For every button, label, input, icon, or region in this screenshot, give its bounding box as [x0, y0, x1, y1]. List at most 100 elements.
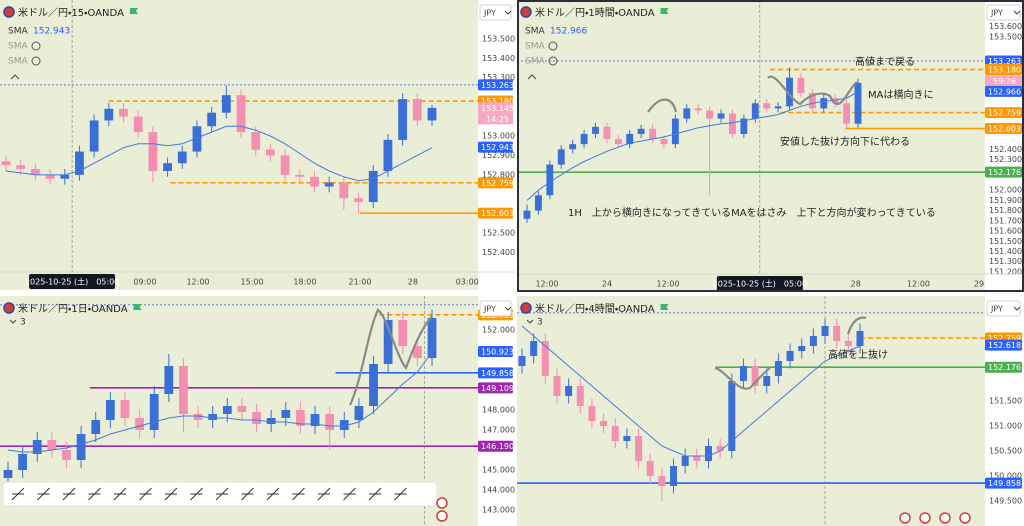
candle-body	[831, 98, 839, 104]
price-tag	[478, 440, 513, 452]
countdown-label: 14:25	[486, 115, 509, 124]
candle-body	[339, 420, 349, 430]
price-tag	[985, 75, 1022, 87]
candle-body	[649, 128, 656, 140]
drawing-sketch	[349, 308, 433, 406]
visibility-toggle[interactable]	[548, 41, 558, 51]
candle-body	[660, 139, 668, 145]
currency-button[interactable]	[479, 4, 512, 21]
candle-body	[119, 108, 128, 117]
candle-body	[717, 113, 725, 119]
candle-body	[369, 364, 378, 406]
y-tick-label: 151.000	[989, 422, 1022, 431]
candle-body	[383, 139, 393, 171]
candle-body	[576, 386, 584, 406]
annotation: 高値を上抜け	[828, 348, 888, 361]
currency-button[interactable]	[986, 300, 1021, 317]
candle-body	[177, 151, 187, 164]
candle-body	[266, 149, 275, 156]
annotation: MAは横向きに	[868, 88, 933, 101]
toolbar-icon[interactable]	[113, 487, 127, 501]
collapse-caret[interactable]	[10, 74, 20, 80]
price-tag	[985, 477, 1022, 489]
y-tick-label: 151.500	[989, 397, 1022, 406]
chart-panel: 151.500 151.000 150.500 150.000 149.500 152.7…	[517, 296, 1024, 526]
y-tick-label: 151.200	[989, 267, 1022, 276]
candle-body	[148, 132, 158, 171]
candle-body	[3, 470, 13, 478]
indicator-value: 152.943	[33, 27, 70, 37]
price-axis-background	[985, 296, 1024, 526]
price-tag-label: 153.263	[481, 81, 514, 90]
candle-body	[611, 426, 619, 441]
indicator-name: SMA	[525, 42, 545, 52]
candle-body	[658, 476, 666, 486]
toolbar-icon[interactable]	[241, 487, 254, 501]
candle-body	[398, 99, 408, 140]
toolbar-icon[interactable]	[317, 487, 331, 501]
visibility-toggle[interactable]	[31, 41, 41, 51]
y-tick-label: 151.900	[989, 196, 1022, 205]
candle-body	[207, 112, 217, 127]
expand-caret[interactable]	[9, 319, 17, 324]
toolbar-icon[interactable]	[368, 487, 382, 501]
candle-body	[704, 446, 712, 461]
currency-button[interactable]	[479, 300, 512, 317]
candle-body	[681, 456, 689, 466]
candle-body	[339, 182, 349, 199]
candle-body	[603, 126, 611, 140]
price-tag	[985, 107, 1022, 119]
status-icon	[919, 512, 931, 524]
countdown-tag	[478, 113, 513, 125]
toolbar-icon[interactable]	[343, 487, 356, 501]
candle-body	[670, 466, 678, 486]
price-tag-label: 153.263	[988, 57, 1021, 66]
toolbar-icon[interactable]	[266, 487, 280, 501]
candle-body	[89, 120, 99, 152]
price-tag	[478, 102, 513, 114]
candle-body	[706, 110, 714, 119]
candle-body	[221, 95, 231, 113]
candle-body	[383, 320, 393, 364]
candle-body	[412, 99, 422, 121]
toolbar-icon[interactable]	[394, 487, 407, 501]
currency-button[interactable]	[986, 4, 1021, 21]
collapse-caret[interactable]	[527, 74, 537, 80]
candle-body	[843, 103, 851, 124]
candle-body	[104, 108, 114, 121]
candle-body	[208, 414, 218, 420]
price-tag	[478, 346, 513, 358]
visibility-toggle[interactable]	[548, 56, 558, 66]
status-icon	[959, 512, 971, 524]
currency-caret	[1013, 10, 1021, 15]
indicator-count: 3	[20, 318, 26, 328]
x-tick-label: 12:00	[535, 280, 558, 289]
toolbar-icon[interactable]	[88, 487, 101, 501]
toolbar-icon[interactable]	[190, 487, 203, 501]
crosshair-time-box	[29, 274, 116, 289]
visibility-toggle[interactable]	[31, 56, 41, 66]
candle-body	[797, 77, 805, 94]
price-tag	[985, 339, 1022, 351]
toolbar-icon[interactable]	[62, 487, 76, 501]
toolbar-icon[interactable]	[292, 487, 305, 501]
price-tag-label: 153.180	[988, 66, 1021, 75]
candle-body	[821, 326, 829, 336]
toolbar-icon[interactable]	[164, 487, 178, 501]
y-tick-label: 152.800	[482, 170, 515, 179]
y-tick-label: 144.000	[482, 486, 515, 495]
toolbar-icon[interactable]	[215, 487, 229, 501]
toolbar-icon[interactable]	[37, 487, 50, 501]
status-icon	[899, 512, 911, 524]
price-tag-label: 149.858	[988, 479, 1021, 488]
symbol-flag-icon	[3, 6, 15, 18]
indicator-count: 3	[537, 318, 543, 328]
expand-caret[interactable]	[526, 319, 534, 324]
toolbar-icon[interactable]	[139, 487, 152, 501]
toolbar-icon[interactable]	[11, 487, 25, 501]
price-tag-label: 149.858	[481, 369, 514, 378]
candle-body	[833, 326, 841, 341]
candle-body	[252, 412, 261, 424]
candle-body	[16, 165, 26, 170]
candle-body	[541, 341, 549, 376]
